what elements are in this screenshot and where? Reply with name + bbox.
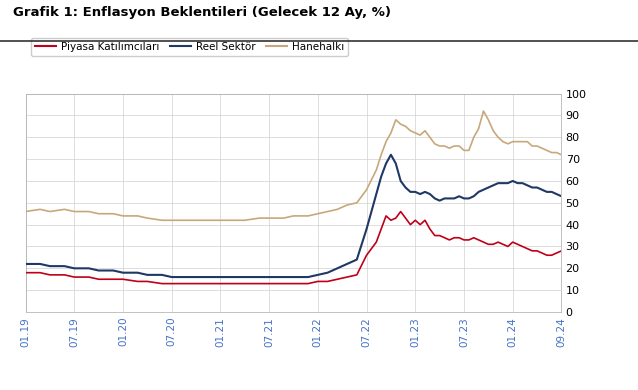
Text: Grafik 1: Enflasyon Beklentileri (Gelecek 12 Ay, %): Grafik 1: Enflasyon Beklentileri (Gelece… bbox=[13, 6, 390, 19]
Legend: Piyasa Katılımcıları, Reel Sektör, Hanehalkı: Piyasa Katılımcıları, Reel Sektör, Haneh… bbox=[31, 38, 348, 56]
